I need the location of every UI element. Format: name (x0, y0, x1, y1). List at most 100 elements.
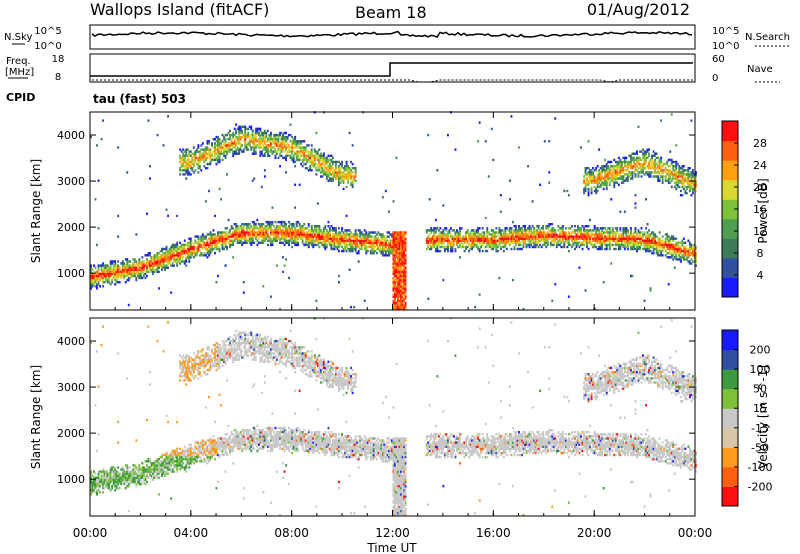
power-cell (617, 177, 620, 180)
power-cell (336, 241, 339, 244)
power-cell (214, 148, 216, 151)
power-cell (577, 233, 579, 236)
power-cell (100, 274, 103, 278)
power-cell (179, 173, 182, 176)
power-cell (226, 235, 228, 238)
power-cell (239, 148, 242, 151)
power-cell (273, 138, 275, 141)
power-cell (397, 278, 399, 282)
power-cell (509, 229, 511, 232)
power-cell (312, 237, 315, 240)
power-cell (593, 225, 596, 228)
power-cell (481, 239, 484, 242)
power-cell (499, 235, 502, 238)
power-cell (102, 262, 104, 265)
power-cell (605, 229, 608, 232)
power-cell (146, 274, 148, 278)
power-cell (391, 245, 393, 249)
power-cell (505, 237, 508, 240)
power-cell (254, 131, 257, 135)
power-cell (531, 233, 534, 236)
power-cell (682, 254, 685, 257)
power-cell (223, 237, 225, 240)
power-cell (102, 285, 104, 288)
power-cell (537, 245, 540, 249)
power-cell (486, 245, 489, 249)
power-cell (436, 235, 439, 238)
power-cell (341, 229, 343, 232)
power-cell (90, 135, 92, 139)
power-cell (315, 227, 318, 230)
power-cell (669, 171, 672, 174)
power-cell (316, 243, 319, 247)
power-cell (669, 173, 672, 176)
power-cell (575, 235, 578, 238)
power-cell (348, 235, 351, 238)
power-cell (504, 243, 507, 247)
power-cell (587, 179, 590, 182)
power-cell (639, 167, 641, 170)
power-cell (112, 268, 115, 271)
power-cell (505, 247, 508, 251)
power-cell (100, 276, 103, 280)
power-cell (623, 158, 626, 162)
power-cell (301, 158, 304, 162)
power-cell (637, 243, 640, 247)
power-cell (188, 256, 191, 259)
power-cell (99, 264, 101, 267)
power-cell (666, 247, 669, 251)
power-cell (460, 227, 463, 230)
power-cell (661, 245, 664, 249)
power-cell (144, 254, 147, 257)
power-cell (524, 241, 526, 244)
power-cell (265, 229, 268, 232)
noise-tick-top-right: 10^5 (712, 26, 739, 37)
power-cell (483, 241, 486, 244)
power-cell (365, 249, 368, 253)
power-cell (235, 233, 238, 236)
power-cell (150, 264, 153, 267)
power-cell (554, 229, 557, 232)
power-cell (392, 299, 395, 302)
power-cell (681, 183, 684, 186)
power-cell (515, 243, 517, 247)
power-cell (658, 165, 661, 168)
power-cell (664, 162, 667, 166)
power-cell (623, 243, 626, 247)
power-cell (186, 167, 189, 170)
power-cell (466, 231, 469, 234)
power-cell (324, 165, 327, 168)
power-cell (487, 237, 490, 240)
power-cell (586, 241, 588, 244)
power-cell (388, 231, 390, 234)
power-cell (236, 146, 239, 149)
power-cell (253, 150, 256, 153)
power-cell (499, 241, 502, 244)
power-cell (241, 129, 244, 133)
power-cell (285, 239, 287, 242)
power-cell (601, 231, 604, 234)
power-cell (309, 237, 312, 240)
power-cell (640, 239, 643, 242)
power-cell (149, 266, 151, 269)
power-cell (601, 165, 604, 168)
power-cell (598, 241, 601, 244)
power-cell (587, 233, 590, 236)
power-cell (344, 233, 346, 236)
power-cell (273, 150, 275, 153)
power-cell (637, 231, 640, 234)
power-cell (309, 160, 312, 164)
power-cell (561, 239, 564, 242)
power-cell (179, 148, 182, 151)
power-cell (657, 167, 660, 170)
power-cell (120, 274, 123, 278)
power-cell (248, 239, 251, 242)
power-cell (392, 254, 395, 257)
power-cell (97, 276, 100, 280)
power-cell (186, 165, 189, 168)
power-cell (283, 142, 286, 145)
power-cell (194, 254, 197, 257)
power-cell (436, 243, 439, 247)
power-cell (394, 266, 396, 269)
power-cell (186, 156, 189, 160)
